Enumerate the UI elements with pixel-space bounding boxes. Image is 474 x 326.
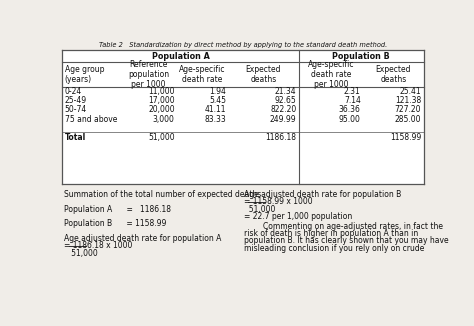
Text: 5.45: 5.45	[209, 96, 226, 105]
Text: 3,000: 3,000	[153, 115, 175, 124]
Text: Age-specific
death rate
per 1000: Age-specific death rate per 1000	[308, 60, 354, 89]
Text: Population A: Population A	[152, 52, 210, 61]
Text: 92.65: 92.65	[274, 96, 296, 105]
Text: 7.14: 7.14	[344, 96, 361, 105]
Text: 0-24: 0-24	[64, 87, 82, 96]
Text: population B. It has clearly shown that you may have: population B. It has clearly shown that …	[244, 236, 448, 245]
Text: Table 2   Standardization by direct method by applying to the standard death met: Table 2 Standardization by direct method…	[99, 42, 387, 48]
Text: 2.31: 2.31	[344, 87, 361, 96]
Text: 11,000: 11,000	[148, 87, 175, 96]
Text: 249.99: 249.99	[270, 115, 296, 124]
Text: Age-specific
death rate: Age-specific death rate	[179, 65, 226, 84]
Text: Population B: Population B	[332, 52, 390, 61]
Text: 36.36: 36.36	[339, 105, 361, 114]
Text: 20,000: 20,000	[148, 105, 175, 114]
Text: Age adjusted death rate for population B: Age adjusted death rate for population B	[244, 190, 401, 199]
Bar	[63, 50, 423, 184]
Text: Expected
deaths: Expected deaths	[375, 65, 411, 84]
Text: 83.33: 83.33	[204, 115, 226, 124]
Text: misleading conclusion if you rely only on crude: misleading conclusion if you rely only o…	[244, 244, 424, 253]
Text: 50-74: 50-74	[64, 105, 87, 114]
Text: Reference
population
per 1000: Reference population per 1000	[128, 60, 169, 89]
Text: 75 and above: 75 and above	[64, 115, 117, 124]
Text: 51,000: 51,000	[64, 248, 98, 258]
Text: 1158.99: 1158.99	[390, 133, 421, 142]
Text: Total: Total	[64, 133, 86, 142]
Text: 121.38: 121.38	[395, 96, 421, 105]
Text: 285.00: 285.00	[395, 115, 421, 124]
Text: = 22.7 per 1,000 population: = 22.7 per 1,000 population	[244, 212, 352, 221]
Text: 25-49: 25-49	[64, 96, 87, 105]
Text: 51,000: 51,000	[148, 133, 175, 142]
Text: Expected
deaths: Expected deaths	[246, 65, 281, 84]
Text: Age adjusted death rate for population A: Age adjusted death rate for population A	[64, 234, 221, 243]
Text: Population B      = 1158.99: Population B = 1158.99	[64, 219, 166, 228]
Text: 1186.18: 1186.18	[265, 133, 296, 142]
Text: 25.41: 25.41	[400, 87, 421, 96]
Text: 17,000: 17,000	[148, 96, 175, 105]
Text: Commenting on age-adjusted rates, in fact the: Commenting on age-adjusted rates, in fac…	[244, 222, 443, 230]
Text: Age group
(years): Age group (years)	[64, 65, 104, 84]
Text: 95.00: 95.00	[339, 115, 361, 124]
Text: = 1186.18 x 1000: = 1186.18 x 1000	[64, 241, 132, 250]
Text: 1.94: 1.94	[209, 87, 226, 96]
Text: 21.34: 21.34	[275, 87, 296, 96]
Text: = 1158.99 x 1000: = 1158.99 x 1000	[244, 197, 312, 206]
Text: 822.20: 822.20	[270, 105, 296, 114]
Text: 51,000: 51,000	[244, 205, 275, 214]
Text: 727.20: 727.20	[395, 105, 421, 114]
Text: risk of death is higher in population A than in: risk of death is higher in population A …	[244, 229, 418, 238]
Text: Summation of the total number of expected deaths: Summation of the total number of expecte…	[64, 190, 261, 199]
Text: Population A      =   1186.18: Population A = 1186.18	[64, 205, 171, 214]
Text: 41.11: 41.11	[204, 105, 226, 114]
